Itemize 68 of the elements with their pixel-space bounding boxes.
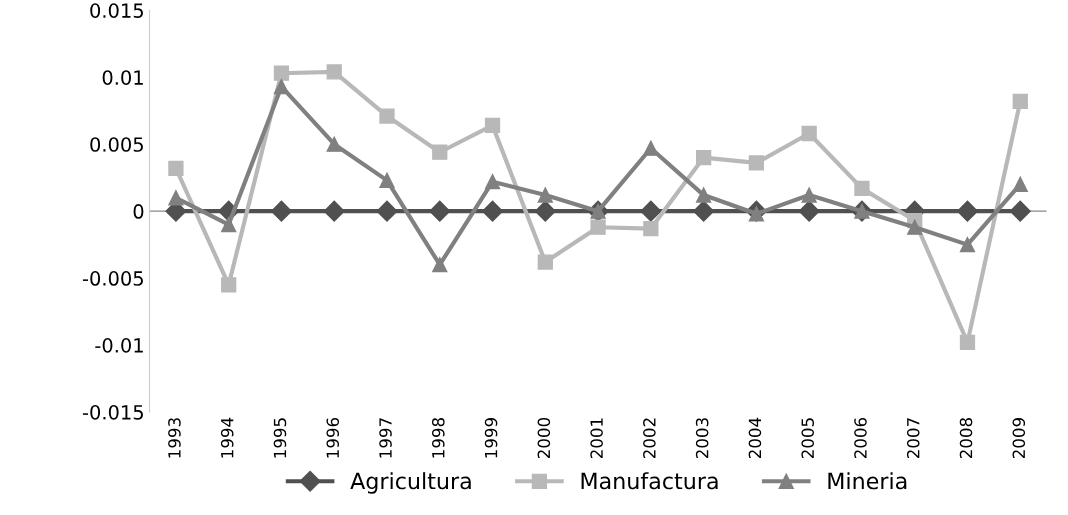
point [590,219,606,235]
point [537,187,553,203]
point [643,220,659,237]
point [168,190,184,206]
x-tick-label: 1998 [431,418,445,458]
point [273,78,290,95]
point [273,65,290,81]
x-tick-label: 2000 [537,417,551,459]
point [801,125,817,142]
point [798,200,820,222]
x-tick-label: 1997 [379,418,392,458]
point [379,172,395,188]
point [1009,200,1031,222]
point [959,334,976,351]
point [534,200,556,222]
y-tick-label: -0.01 [95,338,143,353]
x-tick-label: 1999 [484,418,498,458]
x-tick-label: 2002 [643,418,656,459]
point [537,254,553,270]
x-tick-label: 2001 [590,418,603,459]
y-tick-label: -0.015 [82,404,143,420]
x-tick-label: 2006 [854,417,867,459]
point [221,216,237,233]
point [956,200,978,222]
point [695,149,712,166]
point [482,200,504,222]
x-tick-label: 1994 [220,417,234,458]
x-tick-label: 2008 [959,418,973,459]
point [432,257,448,273]
legend-label: Manufactura [581,472,718,490]
point [907,219,923,235]
point [643,140,659,156]
point [484,117,501,134]
point [959,236,976,253]
y-tick-label: 0 [133,204,144,219]
point [221,277,237,293]
x-tick-label: 1995 [273,418,287,458]
point [1012,176,1028,193]
point [432,144,448,160]
y-tick-label: 0.005 [90,137,143,152]
legend-label: Agricultura [350,472,471,494]
y-tick-label: 0.01 [102,70,143,85]
point [326,64,342,80]
point [854,180,870,197]
point [376,200,398,222]
point [270,200,292,222]
point [1012,93,1028,109]
y-tick-label: 0.015 [90,3,143,18]
point [326,136,342,152]
point [640,200,662,222]
x-tick-label: 2007 [906,418,920,459]
x-tick-label: 2004 [748,417,762,459]
point [323,200,345,222]
x-tick-label: 2003 [695,418,709,459]
point [168,160,184,176]
point [801,187,817,203]
x-tick-label: 1996 [326,417,340,458]
point [695,187,712,203]
point [379,108,395,124]
x-tick-label: 2005 [801,418,814,459]
legend-label: Mineria [828,472,907,490]
x-tick-label: 2009 [1012,418,1026,459]
y-tick-label: -0.005 [82,271,143,286]
point [748,155,765,171]
point [429,200,451,222]
point [693,200,715,222]
point [484,174,501,190]
x-tick-label: 1993 [168,418,181,458]
